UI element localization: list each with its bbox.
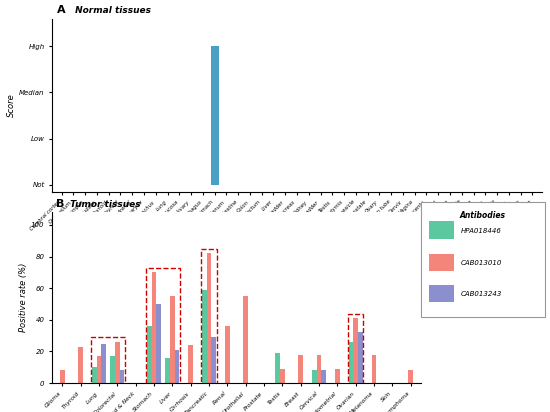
Bar [201, 248, 217, 384]
Bar [97, 356, 101, 383]
Text: A: A [57, 5, 66, 15]
Bar [348, 314, 364, 384]
Bar [92, 368, 97, 383]
Y-axis label: Positive rate (%): Positive rate (%) [19, 263, 29, 332]
Bar [175, 350, 179, 383]
Bar [188, 345, 193, 383]
Bar [335, 369, 340, 383]
Text: Antibodies: Antibodies [460, 211, 505, 220]
Bar [321, 370, 326, 383]
Bar [312, 370, 317, 383]
Bar [147, 326, 152, 383]
Bar [298, 355, 303, 383]
X-axis label: Normal tissue types: Normal tissue types [252, 234, 342, 243]
Bar [280, 369, 285, 383]
Text: Normal tissues: Normal tissues [72, 6, 151, 15]
Bar [78, 347, 83, 383]
Bar [202, 290, 207, 383]
Y-axis label: Score: Score [7, 93, 16, 117]
Text: CAB013243: CAB013243 [460, 291, 502, 297]
Bar [430, 254, 454, 271]
Bar [275, 353, 280, 383]
Bar [225, 326, 230, 383]
Bar [430, 222, 454, 239]
Text: CAB013010: CAB013010 [460, 260, 502, 266]
Bar [120, 370, 124, 383]
Bar [91, 337, 125, 384]
FancyBboxPatch shape [421, 202, 544, 317]
Bar [165, 358, 170, 383]
Text: Tumor tissues: Tumor tissues [67, 200, 141, 209]
Bar [146, 267, 180, 384]
Bar [110, 356, 115, 383]
Bar [243, 296, 248, 383]
Bar [211, 46, 219, 185]
Bar [101, 344, 106, 383]
Text: HPA018446: HPA018446 [460, 228, 501, 234]
Bar [211, 337, 216, 383]
Bar [156, 304, 161, 383]
Bar [170, 296, 175, 383]
Bar [317, 355, 321, 383]
Bar [372, 355, 376, 383]
Bar [60, 370, 65, 383]
Text: B: B [56, 199, 64, 209]
Bar [408, 370, 413, 383]
Bar [115, 342, 120, 383]
Bar [430, 285, 454, 302]
Bar [207, 253, 211, 383]
Bar [349, 342, 353, 383]
Bar [353, 318, 358, 383]
Bar [358, 332, 363, 383]
Bar [152, 272, 156, 383]
